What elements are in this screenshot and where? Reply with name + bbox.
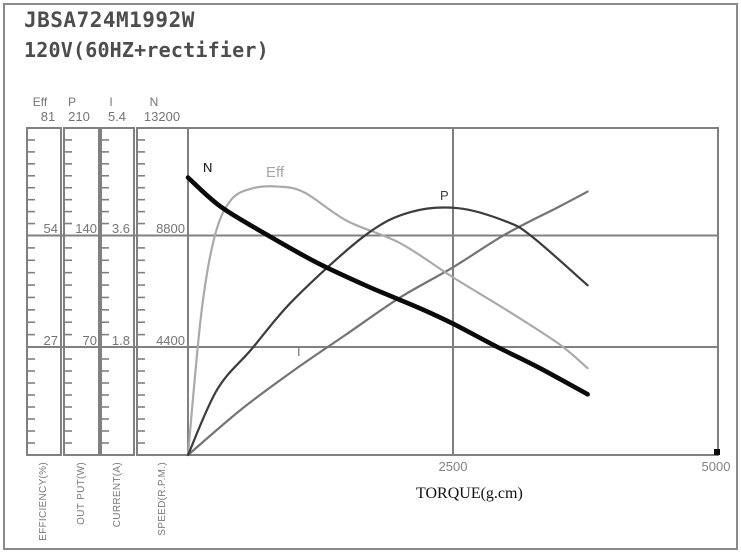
axis-low-current: 1.8 [111,333,130,348]
axis-name-current: I [109,95,113,109]
x-axis-title: TORQUE(g.cm) [416,485,523,502]
x-tick-mid: 2500 [438,459,468,474]
axis-low-efficiency: 27 [43,333,58,348]
axis-low-output: 70 [82,333,97,348]
y-unit-speed: SPEED(R.P.M.) [156,462,168,536]
y-unit-current: CURRENT(A) [111,462,123,528]
axis-max-output: 210 [68,109,90,124]
axis-max-speed: 13200 [143,109,181,124]
axis-max-efficiency: 81 [40,109,56,124]
axis-mid-efficiency: 54 [43,221,58,236]
axis-low-speed: 4400 [156,333,185,348]
x-tick-max: 5000 [701,459,731,474]
axis-mid-current: 3.6 [111,221,130,236]
curve-label-speed: N [203,160,213,175]
y-unit-efficiency: EFFICIENCY(%) [38,462,49,541]
chart-subtitle: 120V(60HZ+rectifier) [24,38,269,62]
curve-label-output: P [440,188,449,203]
axis-name-output: P [67,95,76,109]
chart-title: JBSA724M1992W [24,8,195,32]
axis-name-efficiency: Eff [32,95,48,109]
axis-mid-speed: 8800 [156,221,185,236]
axis-max-current: 5.4 [107,109,127,124]
curve-label-efficiency: Eff [266,164,285,181]
axis-mid-output: 140 [75,221,97,236]
axis-name-speed: N [149,95,159,109]
y-unit-output: OUT PUT(W) [75,462,87,525]
curve-label-current: I [297,344,301,359]
